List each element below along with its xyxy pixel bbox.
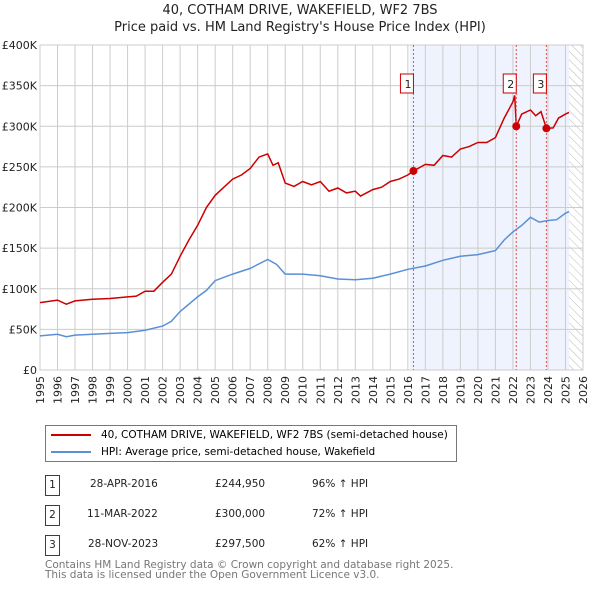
x-tick-label: 2024 [542,376,555,404]
x-tick-label: 2022 [507,376,520,404]
x-tick-label: 2023 [524,376,537,404]
x-tick-label: 2002 [157,376,170,404]
footer-licence: This data is licensed under the Open Gov… [45,569,380,581]
y-tick-label: £0 [23,364,37,377]
legend-item-hpi: HPI: Average price, semi-detached house,… [51,444,375,460]
footer: Contains HM Land Registry data © Crown c… [45,559,454,581]
x-tick-label: 2001 [139,376,152,404]
x-tick-label: 2026 [577,376,590,404]
footer-copyright: Contains HM Land Registry data © Crown c… [45,559,454,571]
sale-point [512,122,521,131]
legend-swatch-blue [51,451,91,453]
y-tick-label: £100K [2,283,38,296]
transaction-price: £300,000 [215,508,266,520]
sale-label-box [399,73,414,94]
legend-item-property: 40, COTHAM DRIVE, WAKEFIELD, WF2 7BS (se… [51,427,448,443]
y-tick-label: £250K [2,161,38,174]
x-tick-label: 2009 [279,376,292,404]
y-tick-label: £350K [2,80,38,93]
x-tick-label: 2020 [472,376,485,404]
transaction-date: 28-APR-2016 [90,478,158,490]
legend-swatch-red [51,434,91,436]
hpi-line [39,210,570,338]
x-tick-label: 2016 [402,376,415,404]
chart-title: 40, COTHAM DRIVE, WAKEFIELD, WF2 7BS [162,3,438,18]
y-tick-label: £150K [2,242,38,255]
x-tick-label: 2008 [262,376,275,404]
sale-point [542,124,551,133]
transaction-price: £244,950 [215,478,266,490]
chart-subtitle: Price paid vs. HM Land Registry's House … [114,20,486,35]
sale-point [409,166,418,175]
transaction-number: 2 [45,505,60,526]
y-tick-label: £300K [2,120,38,133]
x-tick-label: 2019 [454,376,467,404]
property-price-line [39,95,570,306]
x-tick-label: 2005 [209,376,222,404]
x-tick-label: 1995 [34,376,47,404]
x-tick-label: 2025 [559,376,572,404]
price-chart: 1995 1996 1997 1998 1999 2000 2001 2002 2003 2004… [2,39,590,404]
legend: 40, COTHAM DRIVE, WAKEFIELD, WF2 7BS (se… [45,425,457,462]
transaction-hpi: 72% ↑ HPI [312,508,369,520]
transaction-date: 11-MAR-2022 [87,508,158,520]
sale-label: 3 [537,78,544,91]
transaction-price: £297,500 [215,538,266,550]
y-tick-label: £200K [2,202,38,215]
legend-label: HPI: Average price, semi-detached house,… [101,446,376,458]
x-tick-label: 1997 [69,376,82,404]
transaction-number: 1 [45,475,60,496]
x-tick-label: 2003 [174,376,187,404]
x-tick-label: 2018 [437,376,450,404]
x-tick-label: 2013 [349,376,362,404]
x-tick-label: 2017 [419,376,432,404]
legend-label: 40, COTHAM DRIVE, WAKEFIELD, WF2 7BS (se… [101,429,448,441]
sale-label-box [502,73,517,94]
x-tick-label: 2006 [227,376,240,404]
transaction-hpi: 62% ↑ HPI [312,538,369,550]
transaction-hpi: 96% ↑ HPI [312,478,369,490]
y-tick-label: £400K [2,39,38,52]
x-tick-label: 2014 [367,376,380,404]
sale-label: 1 [404,78,411,91]
x-tick-label: 2015 [384,376,397,404]
x-tick-label: 2007 [244,376,257,404]
x-tick-label: 2010 [297,376,310,404]
transaction-date: 28-NOV-2023 [88,538,159,550]
x-tick-label: 1998 [87,376,100,404]
x-tick-label: 2000 [122,376,135,404]
x-tick-label: 1996 [52,376,65,404]
y-tick-label: £50K [9,323,38,336]
x-tick-label: 1999 [104,376,117,404]
sale-label: 2 [507,78,514,91]
x-tick-label: 2012 [332,376,345,404]
x-tick-label: 2021 [489,376,502,404]
transaction-number: 3 [45,535,60,556]
x-tick-label: 2011 [314,376,327,404]
plot-frame [39,44,584,371]
x-tick-label: 2004 [192,376,205,404]
sale-label-box [532,73,547,94]
